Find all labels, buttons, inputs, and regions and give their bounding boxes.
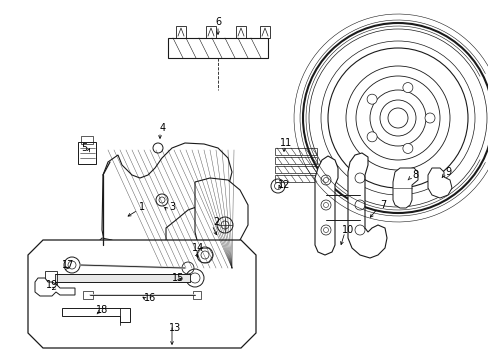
Bar	[274, 157, 316, 164]
Polygon shape	[427, 168, 451, 198]
Circle shape	[402, 143, 412, 153]
Bar	[236, 26, 245, 38]
Bar	[176, 26, 185, 38]
Bar	[45, 271, 57, 285]
Bar	[260, 26, 269, 38]
Text: 4: 4	[160, 123, 166, 133]
Circle shape	[366, 94, 376, 104]
Bar	[274, 175, 316, 182]
Bar	[81, 136, 93, 144]
Circle shape	[402, 82, 412, 93]
Text: 14: 14	[191, 243, 203, 253]
Polygon shape	[392, 168, 417, 208]
Circle shape	[366, 132, 376, 142]
Text: 19: 19	[46, 280, 58, 290]
Text: 12: 12	[277, 180, 289, 190]
Bar	[193, 291, 201, 299]
Text: 15: 15	[171, 273, 184, 283]
Bar	[274, 148, 316, 155]
Bar	[83, 291, 93, 299]
Text: 16: 16	[143, 293, 156, 303]
Text: 13: 13	[168, 323, 181, 333]
Bar	[168, 38, 267, 58]
Polygon shape	[35, 278, 75, 296]
Polygon shape	[347, 153, 386, 258]
Text: 5: 5	[81, 143, 87, 153]
Bar	[55, 274, 190, 282]
Text: 11: 11	[279, 138, 291, 148]
Circle shape	[424, 113, 434, 123]
Text: 2: 2	[212, 217, 219, 227]
Bar	[205, 26, 216, 38]
Polygon shape	[62, 308, 130, 322]
Polygon shape	[195, 178, 247, 255]
Text: 6: 6	[215, 17, 221, 27]
Text: 7: 7	[379, 200, 386, 210]
Polygon shape	[314, 156, 337, 255]
Text: 8: 8	[411, 170, 417, 180]
Polygon shape	[28, 240, 256, 348]
Polygon shape	[102, 143, 231, 267]
Text: 1: 1	[139, 202, 145, 212]
Bar	[274, 166, 316, 173]
Text: 10: 10	[341, 225, 353, 235]
Text: 18: 18	[96, 305, 108, 315]
Bar	[78, 142, 96, 164]
Text: 9: 9	[444, 167, 450, 177]
Text: 3: 3	[168, 202, 175, 212]
Text: 17: 17	[61, 260, 74, 270]
Polygon shape	[93, 238, 118, 272]
